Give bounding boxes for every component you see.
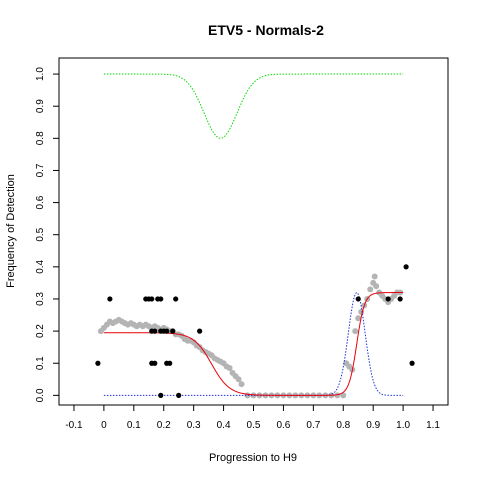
observed-point bbox=[152, 360, 158, 366]
series-observed bbox=[95, 264, 415, 398]
smoothed-point bbox=[250, 392, 257, 399]
observed-point bbox=[197, 328, 203, 334]
chart-title: ETV5 - Normals-2 bbox=[208, 22, 324, 38]
y-tick-label: 0.9 bbox=[35, 99, 46, 113]
smoothed-point bbox=[367, 286, 374, 293]
x-tick-label: 0.9 bbox=[366, 420, 380, 431]
x-tick-label: 0 bbox=[101, 420, 107, 431]
blue-curve-line bbox=[103, 292, 404, 396]
observed-point bbox=[170, 328, 176, 334]
x-tick-label: 0.3 bbox=[187, 420, 201, 431]
smoothed-point bbox=[355, 315, 362, 322]
x-tick-label: 0.5 bbox=[247, 420, 261, 431]
observed-point bbox=[167, 360, 173, 366]
series-green-curve bbox=[103, 73, 404, 139]
y-tick-label: 0.3 bbox=[35, 292, 46, 306]
y-tick-label: 0.1 bbox=[35, 356, 46, 370]
y-tick-label: 0.2 bbox=[35, 324, 46, 338]
observed-point bbox=[158, 296, 164, 302]
plot-frame bbox=[58, 57, 449, 406]
y-tick-label: 0.0 bbox=[35, 388, 46, 402]
series-fit-curve bbox=[103, 292, 404, 396]
x-tick-label: 0.7 bbox=[306, 420, 320, 431]
observed-point bbox=[397, 296, 403, 302]
x-tick-label: 1.1 bbox=[426, 420, 440, 431]
x-tick-label: 0.6 bbox=[276, 420, 290, 431]
smoothed-point bbox=[235, 376, 242, 383]
x-axis-label: Progression to H9 bbox=[209, 452, 297, 464]
series-blue-curve bbox=[103, 292, 404, 396]
observed-point bbox=[107, 296, 113, 302]
y-tick-label: 0.4 bbox=[35, 259, 46, 273]
observed-point bbox=[95, 360, 101, 366]
smoothed-point bbox=[371, 273, 378, 280]
green-curve-line bbox=[103, 73, 404, 139]
observed-point bbox=[409, 360, 415, 366]
y-tick-label: 0.5 bbox=[35, 227, 46, 241]
smoothed-point bbox=[373, 283, 380, 290]
x-tick-label: 0.4 bbox=[217, 420, 231, 431]
y-tick-label: 0.8 bbox=[35, 131, 46, 145]
x-tick-label: 0.1 bbox=[127, 420, 141, 431]
x-tick-label: 0.8 bbox=[336, 420, 350, 431]
observed-point bbox=[149, 296, 155, 302]
smoothed-point bbox=[226, 365, 233, 372]
x-tick-label: -0.1 bbox=[65, 420, 83, 431]
x-tick-label: 0.2 bbox=[157, 420, 171, 431]
observed-point bbox=[152, 328, 158, 334]
y-tick-label: 0.6 bbox=[35, 195, 46, 209]
y-axis-label: Frequency of Detection bbox=[5, 174, 17, 288]
y-tick-label: 0.7 bbox=[35, 163, 46, 177]
y-tick-label: 1.0 bbox=[35, 67, 46, 81]
smoothed-point bbox=[238, 381, 245, 388]
smoothed-point bbox=[340, 392, 347, 399]
observed-point bbox=[403, 264, 409, 270]
observed-point bbox=[164, 328, 170, 334]
fit-curve-line bbox=[103, 292, 404, 396]
observed-point bbox=[158, 392, 164, 398]
observed-point bbox=[385, 296, 391, 302]
observed-point bbox=[355, 296, 361, 302]
y-axis: 0.0 0.1 0.2 0.3 0.4 0.5 0.6 0.7 0.8 0.9 1.0 bbox=[35, 67, 59, 402]
x-tick-label: 1.0 bbox=[396, 420, 410, 431]
x-axis: -0.1 0 0.1 0.2 0.3 0.4 0.5 0.6 0.7 0.8 0.9 1.0 1.1 bbox=[65, 405, 440, 431]
observed-point bbox=[176, 392, 182, 398]
observed-point bbox=[173, 296, 179, 302]
series-smoothed bbox=[97, 273, 404, 399]
smoothed-point bbox=[352, 328, 359, 335]
